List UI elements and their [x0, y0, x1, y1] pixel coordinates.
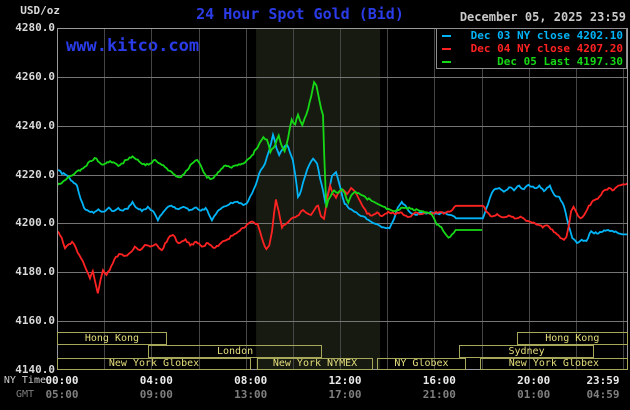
chart-canvas: [57, 28, 628, 370]
session-box-london: London: [148, 345, 323, 358]
session-box-new-york-globex: New York Globex: [480, 358, 628, 370]
legend-label: Dec 04 NY close 4207.20: [470, 42, 623, 55]
y-tick-label: 4180.0: [15, 265, 55, 279]
y-tick-label: 4160.0: [15, 314, 55, 328]
gmt-axis-label: GMT: [15, 389, 34, 400]
x-tick-gmt-13:00: 13:00: [234, 388, 268, 401]
legend-item-0: Dec 03 NY close 4202.10: [437, 29, 626, 42]
x-tick-gmt-09:00: 09:00: [139, 388, 173, 401]
y-axis-units-label: USD/oz: [20, 4, 60, 17]
session-box-hong-kong: Hong Kong: [516, 332, 628, 345]
y-tick-label: 4220.0: [15, 167, 55, 181]
session-box-new-york-globex: New York Globex: [57, 358, 252, 370]
session-box-new-york-nymex: New York NYMEX: [256, 358, 373, 370]
kitco-watermark-link[interactable]: www.kitco.com: [66, 36, 200, 56]
session-box-ny-globex: NY Globex: [377, 358, 466, 370]
series-line-dec-03: [57, 131, 628, 245]
legend-label: Dec 05 Last 4197.30: [497, 55, 623, 68]
legend-dash-icon: [442, 61, 451, 63]
session-box-hong-kong: Hong Kong: [57, 332, 167, 345]
series-line-dec-05: [57, 80, 482, 239]
x-tick-ny-00:00: 00:00: [45, 374, 79, 387]
x-tick-ny-23:59: 23:59: [586, 374, 620, 387]
x-tick-ny-20:00: 20:00: [517, 374, 551, 387]
legend-item-1: Dec 04 NY close 4207.20: [437, 42, 626, 55]
y-tick-label: 4140.0: [15, 363, 55, 376]
x-tick-gmt-21:00: 21:00: [422, 388, 456, 401]
legend-dash-icon: [442, 48, 451, 50]
x-tick-ny-08:00: 08:00: [234, 374, 268, 387]
x-tick-gmt-04:59: 04:59: [586, 388, 620, 401]
ny-time-axis-label: NY Time: [3, 375, 46, 386]
x-tick-ny-16:00: 16:00: [422, 374, 456, 387]
y-tick-label: 4280.0: [15, 21, 55, 34]
y-tick-label: 4240.0: [15, 118, 55, 132]
legend-item-2: Dec 05 Last 4197.30: [437, 55, 626, 68]
x-tick-ny-12:00: 12:00: [328, 374, 362, 387]
nymex-session-highlight-band: [256, 28, 381, 370]
x-tick-gmt-05:00: 05:00: [45, 388, 79, 401]
series-line-dec-04: [57, 182, 628, 294]
legend-label: Dec 03 NY close 4202.10: [470, 29, 623, 42]
page-title: 24 Hour Spot Gold (Bid): [196, 5, 404, 23]
x-tick-ny-04:00: 04:00: [139, 374, 173, 387]
x-tick-gmt-17:00: 17:00: [328, 388, 362, 401]
x-tick-gmt-01:00: 01:00: [517, 388, 551, 401]
chart-legend: Dec 03 NY close 4202.10 Dec 04 NY close 4…: [436, 28, 627, 69]
y-tick-label: 4260.0: [15, 69, 55, 83]
session-box-sydney: Sydney: [459, 345, 594, 358]
legend-dash-icon: [442, 35, 451, 37]
date-time-label: December 05, 2025 23:59: [459, 10, 626, 24]
y-tick-label: 4200.0: [15, 216, 55, 230]
